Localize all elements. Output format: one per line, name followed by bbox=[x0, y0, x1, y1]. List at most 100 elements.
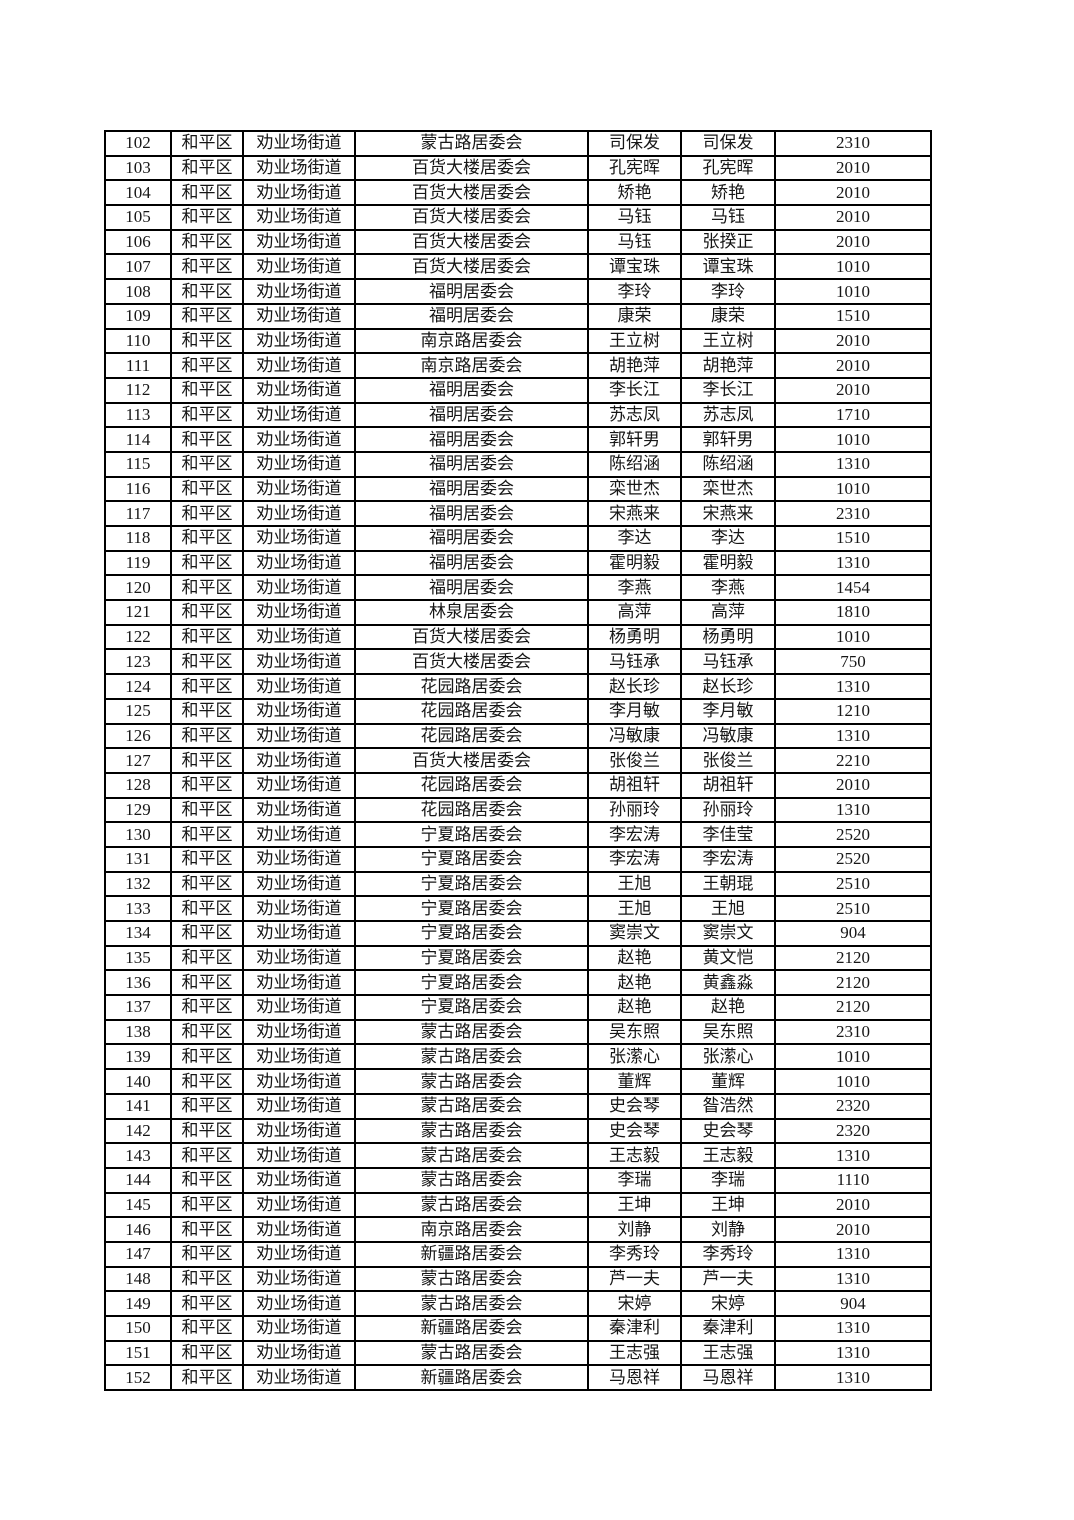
cell-district: 和平区 bbox=[170, 673, 244, 700]
cell-district: 和平区 bbox=[170, 475, 244, 503]
cell-amount: 1310 bbox=[774, 549, 932, 577]
cell-street: 劝业场街道 bbox=[242, 697, 356, 725]
cell-amount: 2010 bbox=[774, 327, 932, 355]
cell-committee: 花园路居委会 bbox=[354, 796, 589, 824]
cell-committee: 新疆路居委会 bbox=[354, 1364, 589, 1392]
cell-name-1: 张潆心 bbox=[587, 1043, 682, 1071]
cell-name-2: 霍明毅 bbox=[680, 549, 776, 577]
cell-row-number: 118 bbox=[104, 525, 172, 552]
cell-row-number: 132 bbox=[104, 870, 172, 898]
cell-name-2: 李瑞 bbox=[680, 1166, 776, 1194]
cell-street: 劝业场街道 bbox=[242, 154, 356, 182]
table-row: 145 和平区 劝业场街道 蒙古路居委会 王坤 王坤 2010 bbox=[104, 1191, 932, 1219]
cell-name-2: 张潆心 bbox=[680, 1043, 776, 1071]
cell-street: 劝业场街道 bbox=[242, 574, 356, 602]
cell-district: 和平区 bbox=[170, 1216, 244, 1243]
cell-amount: 2510 bbox=[774, 895, 932, 922]
cell-street: 劝业场街道 bbox=[242, 1315, 356, 1342]
cell-district: 和平区 bbox=[170, 525, 244, 552]
cell-row-number: 112 bbox=[104, 376, 172, 404]
cell-name-1: 秦津利 bbox=[587, 1315, 682, 1342]
cell-committee: 宁夏路居委会 bbox=[354, 969, 589, 997]
cell-name-2: 窦崇文 bbox=[680, 920, 776, 947]
cell-amount: 1010 bbox=[774, 623, 932, 651]
cell-amount: 1310 bbox=[774, 722, 932, 750]
cell-street: 劝业场街道 bbox=[242, 969, 356, 997]
cell-district: 和平区 bbox=[170, 574, 244, 602]
cell-committee: 新疆路居委会 bbox=[354, 1315, 589, 1342]
cell-row-number: 110 bbox=[104, 327, 172, 355]
cell-amount: 2210 bbox=[774, 747, 932, 774]
cell-committee: 百货大楼居委会 bbox=[354, 747, 589, 774]
table-row: 118 和平区 劝业场街道 福明居委会 李达 李达 1510 bbox=[104, 525, 932, 552]
cell-committee: 蒙古路居委会 bbox=[354, 1142, 589, 1169]
cell-name-1: 王旭 bbox=[587, 895, 682, 922]
cell-district: 和平区 bbox=[170, 747, 244, 774]
cell-committee: 宁夏路居委会 bbox=[354, 821, 589, 848]
cell-row-number: 111 bbox=[104, 352, 172, 379]
cell-name-1: 胡祖轩 bbox=[587, 771, 682, 799]
table-body: 102 和平区 劝业场街道 蒙古路居委会 司保发 司保发 2310 103 和平区 劝业场街道 百货… bbox=[104, 130, 932, 1392]
cell-name-1: 史会琴 bbox=[587, 1117, 682, 1145]
cell-name-2: 李燕 bbox=[680, 574, 776, 602]
cell-street: 劝业场街道 bbox=[242, 796, 356, 824]
cell-district: 和平区 bbox=[170, 1339, 244, 1367]
cell-committee: 蒙古路居委会 bbox=[354, 1166, 589, 1194]
table-row: 132 和平区 劝业场街道 宁夏路居委会 王旭 王朝琨 2510 bbox=[104, 870, 932, 898]
cell-amount: 1010 bbox=[774, 278, 932, 305]
cell-row-number: 119 bbox=[104, 549, 172, 577]
cell-district: 和平区 bbox=[170, 549, 244, 577]
cell-amount: 1810 bbox=[774, 599, 932, 626]
table-row: 108 和平区 劝业场街道 福明居委会 李玲 李玲 1010 bbox=[104, 278, 932, 305]
cell-row-number: 146 bbox=[104, 1216, 172, 1243]
table-row: 111 和平区 劝业场街道 南京路居委会 胡艳萍 胡艳萍 2010 bbox=[104, 352, 932, 379]
cell-name-2: 昝浩然 bbox=[680, 1092, 776, 1120]
cell-street: 劝业场街道 bbox=[242, 401, 356, 429]
cell-committee: 花园路居委会 bbox=[354, 697, 589, 725]
cell-row-number: 114 bbox=[104, 426, 172, 453]
cell-name-2: 苏志凤 bbox=[680, 401, 776, 429]
cell-street: 劝业场街道 bbox=[242, 1068, 356, 1095]
cell-amount: 1010 bbox=[774, 475, 932, 503]
cell-street: 劝业场街道 bbox=[242, 944, 356, 972]
cell-name-1: 赵艳 bbox=[587, 994, 682, 1021]
cell-row-number: 136 bbox=[104, 969, 172, 997]
cell-row-number: 108 bbox=[104, 278, 172, 305]
cell-name-1: 李燕 bbox=[587, 574, 682, 602]
cell-name-1: 史会琴 bbox=[587, 1092, 682, 1120]
cell-name-1: 王立树 bbox=[587, 327, 682, 355]
cell-amount: 1310 bbox=[774, 450, 932, 478]
cell-name-2: 吴东照 bbox=[680, 1018, 776, 1046]
cell-district: 和平区 bbox=[170, 1043, 244, 1071]
cell-committee: 福明居委会 bbox=[354, 450, 589, 478]
cell-committee: 福明居委会 bbox=[354, 574, 589, 602]
cell-committee: 蒙古路居委会 bbox=[354, 1092, 589, 1120]
cell-amount: 2310 bbox=[774, 500, 932, 527]
cell-name-1: 董辉 bbox=[587, 1068, 682, 1095]
cell-amount: 1310 bbox=[774, 796, 932, 824]
cell-committee: 宁夏路居委会 bbox=[354, 994, 589, 1021]
cell-name-1: 李月敏 bbox=[587, 697, 682, 725]
cell-name-1: 刘静 bbox=[587, 1216, 682, 1243]
table-row: 139 和平区 劝业场街道 蒙古路居委会 张潆心 张潆心 1010 bbox=[104, 1043, 932, 1071]
cell-amount: 2010 bbox=[774, 204, 932, 231]
cell-name-2: 董辉 bbox=[680, 1068, 776, 1095]
cell-name-1: 孙丽玲 bbox=[587, 796, 682, 824]
cell-row-number: 140 bbox=[104, 1068, 172, 1095]
cell-row-number: 125 bbox=[104, 697, 172, 725]
cell-name-1: 李达 bbox=[587, 525, 682, 552]
cell-street: 劝业场街道 bbox=[242, 426, 356, 453]
cell-amount: 1210 bbox=[774, 697, 932, 725]
cell-district: 和平区 bbox=[170, 450, 244, 478]
cell-district: 和平区 bbox=[170, 278, 244, 305]
cell-amount: 2120 bbox=[774, 969, 932, 997]
cell-name-2: 王志强 bbox=[680, 1339, 776, 1367]
cell-amount: 1510 bbox=[774, 302, 932, 330]
cell-name-2: 司保发 bbox=[680, 130, 776, 157]
cell-street: 劝业场街道 bbox=[242, 1043, 356, 1071]
cell-amount: 1010 bbox=[774, 1043, 932, 1071]
cell-name-2: 孔宪晖 bbox=[680, 154, 776, 182]
cell-committee: 新疆路居委会 bbox=[354, 1240, 589, 1268]
table-row: 130 和平区 劝业场街道 宁夏路居委会 李宏涛 李佳莹 2520 bbox=[104, 821, 932, 848]
cell-row-number: 135 bbox=[104, 944, 172, 972]
